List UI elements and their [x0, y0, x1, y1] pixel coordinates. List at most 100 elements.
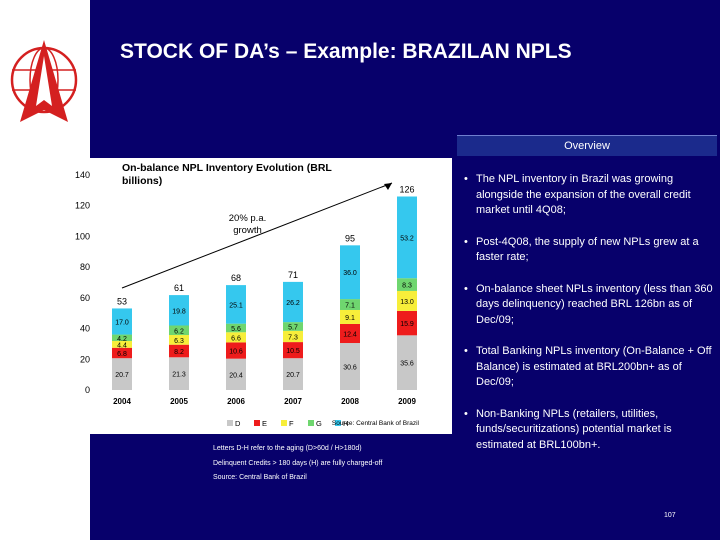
segment-label: 10.5	[286, 348, 300, 355]
bar-segment	[283, 322, 303, 331]
segment-label: 8.3	[402, 283, 412, 290]
bullet-text: The NPL inventory in Brazil was growing …	[476, 173, 691, 216]
legend-swatch	[281, 420, 287, 426]
legend-swatch	[227, 420, 233, 426]
bar-segment	[340, 299, 360, 310]
footnote-aging: Letters D-H refer to the aging (D>60d / …	[213, 445, 362, 452]
segment-label: 13.0	[400, 299, 414, 306]
segment-label: 6.3	[174, 338, 184, 345]
segment-label: 20.7	[286, 372, 300, 379]
segment-label: 4.4	[117, 342, 127, 349]
legend-label: H	[343, 419, 348, 428]
bar-total-label: 68	[231, 273, 241, 283]
bullet-item: • Total Banking NPLs inventory (On-Balanc…	[464, 344, 714, 391]
y-tick-label: 80	[80, 262, 90, 272]
legend-swatch	[308, 420, 314, 426]
segment-label: 5.7	[288, 324, 298, 331]
bullet-text: On-balance sheet NPLs inventory (less th…	[476, 282, 713, 326]
bullet-dot: •	[464, 407, 468, 420]
segment-label: 12.4	[343, 331, 357, 338]
bar-segment	[169, 335, 189, 345]
legend-label: F	[289, 419, 294, 428]
bar-segment	[226, 332, 246, 343]
segment-label: 8.2	[174, 349, 184, 356]
bar-segment	[340, 245, 360, 300]
bar-segment	[283, 358, 303, 390]
segment-label: 15.9	[400, 321, 414, 328]
y-tick-label: 20	[80, 354, 90, 364]
bullet-item: • Non-Banking NPLs (retailers, utilities,…	[464, 407, 714, 454]
bullet-item: • On-balance sheet NPLs inventory (less t…	[464, 282, 714, 329]
segment-label: 6.2	[174, 328, 184, 335]
bar-segment	[397, 196, 417, 279]
bullet-item: • The NPL inventory in Brazil was growing…	[464, 172, 714, 219]
bar-segment	[226, 285, 246, 324]
segment-label: 20.7	[115, 372, 129, 379]
bar-segment	[340, 309, 360, 324]
x-tick-label: 2004	[113, 397, 131, 406]
segment-label: 9.1	[345, 315, 355, 322]
footnote-chargeoff: Delinquent Credits > 180 days (H) are fu…	[213, 460, 383, 467]
segment-label: 7.3	[288, 334, 298, 341]
bar-segment	[283, 330, 303, 343]
segment-label: 6.8	[117, 351, 127, 358]
segment-label: 10.6	[229, 349, 243, 356]
overview-bullets: • The NPL inventory in Brazil was growing…	[464, 172, 714, 453]
bar-segment	[397, 310, 417, 336]
bar-segment	[397, 278, 417, 291]
x-tick-label: 2007	[284, 397, 302, 406]
triangle-globe-logo-icon	[10, 40, 78, 122]
bar-total-label: 126	[399, 185, 414, 195]
x-tick-label: 2009	[398, 397, 416, 406]
y-tick-label: 60	[80, 293, 90, 303]
chart-area: 0 20 40 60 80 100 120 140 20.7 6.8 4.4 4.2 17.0 53 200…	[62, 158, 452, 434]
x-tick-label: 2006	[227, 397, 245, 406]
segment-label: 53.2	[400, 235, 414, 242]
bar-segment	[169, 295, 189, 326]
bullet-dot: •	[464, 173, 468, 185]
bar-total-label: 61	[174, 283, 184, 293]
page-number: 107	[664, 512, 676, 519]
bullet-text: Post-4Q08, the supply of new NPLs grew a…	[476, 235, 699, 264]
segment-label: 30.6	[343, 365, 357, 372]
segment-label: 25.1	[229, 302, 243, 309]
bar-segment	[397, 290, 417, 311]
bar-segment	[226, 342, 246, 359]
bar-segment	[397, 335, 417, 390]
segment-label: 36.0	[343, 270, 357, 277]
y-tick-label: 40	[80, 324, 90, 334]
bar-segment	[283, 342, 303, 359]
bar-segment	[112, 347, 132, 359]
bar-total-label: 71	[288, 270, 298, 280]
bullet-dot: •	[464, 345, 468, 357]
bullet-dot: •	[464, 235, 468, 248]
legend-swatch	[335, 420, 341, 426]
y-tick-label: 0	[85, 385, 90, 395]
y-tick-label: 120	[75, 201, 90, 211]
y-tick-label: 140	[75, 170, 90, 180]
bullet-text: Non-Banking NPLs (retailers, utilities, …	[476, 407, 672, 451]
slide-title: STOCK OF DA’s – Example: BRAZILAN NPLS	[120, 40, 572, 63]
legend-label: D	[235, 419, 241, 428]
x-tick-label: 2008	[341, 397, 359, 406]
bar-segment	[340, 343, 360, 390]
bullet-dot: •	[464, 282, 468, 295]
y-tick-label: 100	[75, 231, 90, 241]
segment-label: 7.1	[345, 303, 355, 310]
bar-segment	[169, 344, 189, 358]
bar-segment	[112, 334, 132, 342]
legend-label: E	[262, 419, 267, 428]
bar-segment	[226, 358, 246, 390]
growth-annotation: 20% p.a. growth	[228, 213, 267, 236]
bar-segment	[112, 341, 132, 348]
bar-total-label: 53	[117, 296, 127, 306]
bullet-item: • Post-4Q08, the supply of new NPLs grew …	[464, 235, 714, 266]
chart-source-label: Source: Central Bank of Brazil	[332, 420, 420, 427]
segment-label: 26.2	[286, 300, 300, 307]
segment-label: 35.6	[400, 361, 414, 368]
bar-segment	[169, 325, 189, 336]
segment-label: 20.4	[229, 372, 243, 379]
bar-segment	[169, 357, 189, 390]
bar-segment	[112, 358, 132, 390]
bullet-text: Total Banking NPLs inventory (On-Balance…	[476, 345, 712, 388]
